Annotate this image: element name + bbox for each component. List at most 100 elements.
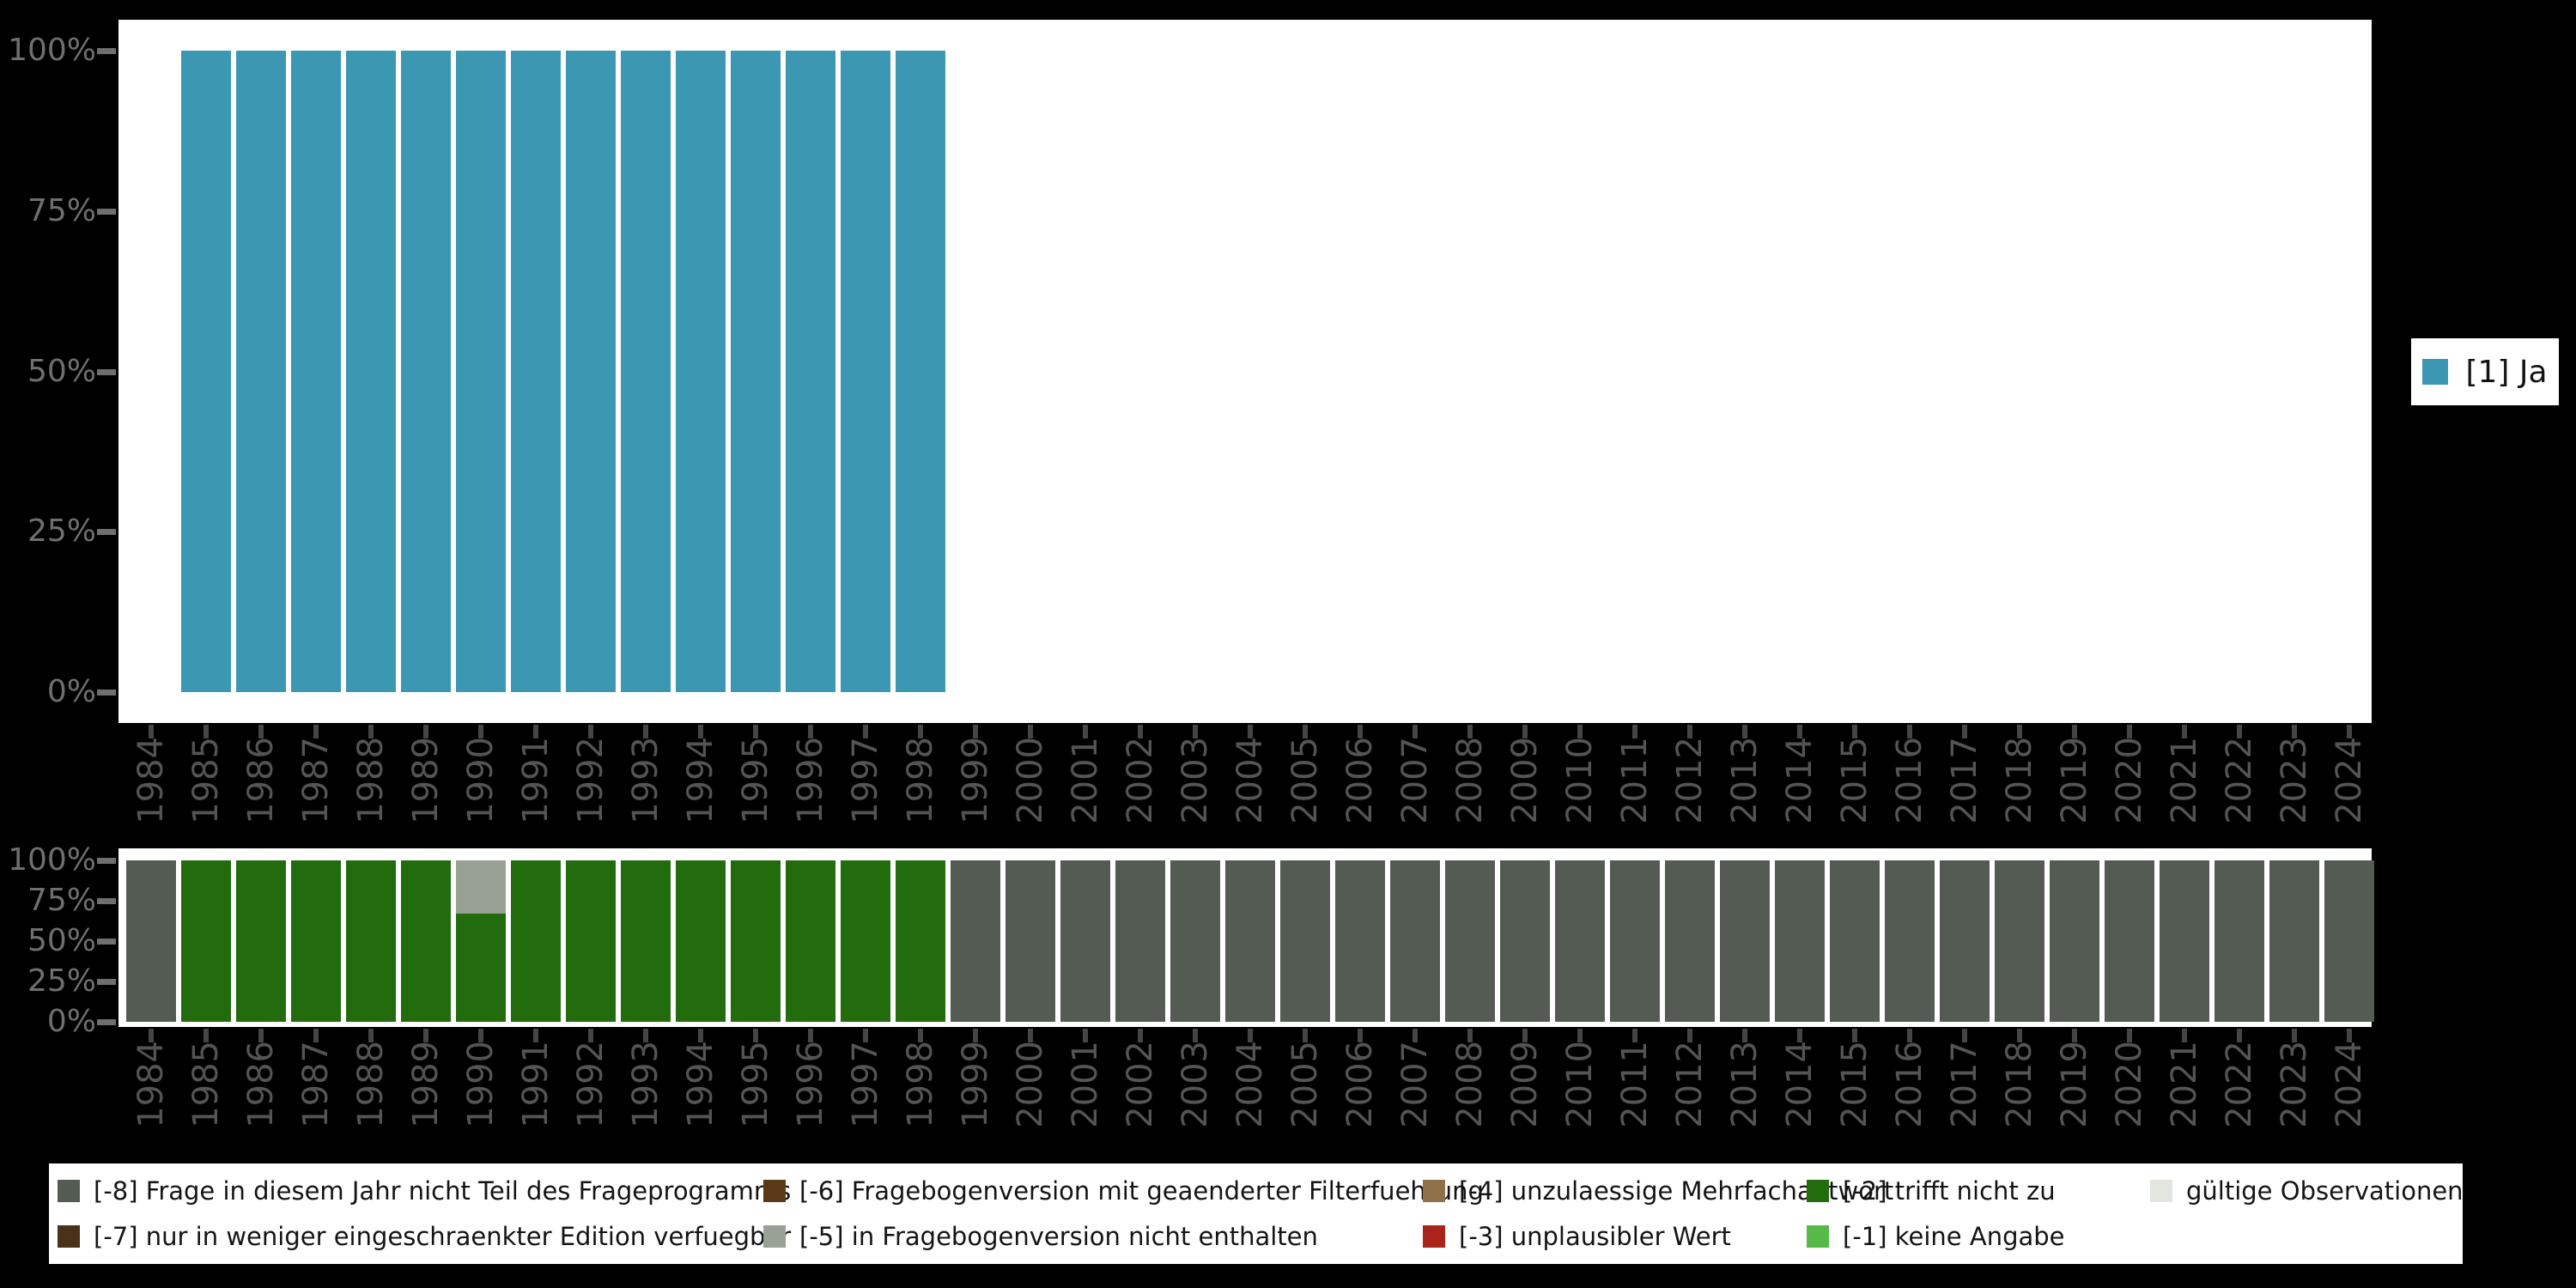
x-axis-label: 2002 (1121, 737, 1160, 824)
bar-segment (841, 860, 890, 1022)
x-axis-label: 2020 (2110, 1041, 2149, 1128)
x-axis-label: 1995 (736, 737, 775, 824)
x-axis-label: 1986 (241, 737, 281, 824)
x-axis-label: 2013 (1725, 737, 1765, 824)
y-axis-tick (97, 979, 116, 985)
x-axis-tick (1907, 725, 1912, 738)
frequency-legend: [1] Ja (2411, 338, 2559, 405)
x-axis-label: 2000 (1011, 737, 1050, 824)
y-axis-tick (97, 858, 116, 864)
x-axis-tick (1248, 1029, 1253, 1042)
x-axis-tick (1687, 1029, 1692, 1042)
bar-segment (566, 51, 616, 692)
bar-segment (786, 860, 835, 1022)
x-axis-tick (149, 1029, 154, 1042)
y-axis-tick (97, 690, 116, 696)
y-axis-tick (97, 939, 116, 945)
x-axis-tick (698, 1029, 703, 1042)
x-axis-tick (1303, 1029, 1308, 1042)
x-axis-tick (204, 1029, 209, 1042)
x-axis-tick (1028, 725, 1033, 738)
x-axis-label: 1987 (296, 1041, 336, 1128)
bar-segment (181, 51, 231, 692)
x-axis-label: 2005 (1285, 737, 1325, 824)
bar-segment (1830, 860, 1880, 1022)
legend-item: [-1] keine Angabe (1807, 1222, 2150, 1251)
x-axis-tick (2292, 725, 2297, 738)
x-axis-label: 2024 (2330, 737, 2369, 824)
y-axis-label: 50% (27, 353, 96, 389)
x-axis-label: 2005 (1285, 1041, 1325, 1128)
legend-item-label: [-2] trifft nicht zu (1843, 1176, 2056, 1206)
x-axis-tick (2237, 725, 2242, 738)
x-axis-label: 1999 (956, 737, 995, 824)
bar-segment (456, 914, 506, 1022)
legend-item-label: [-7] nur in weniger eingeschraenkter Edi… (94, 1221, 792, 1251)
x-axis-tick (1467, 1029, 1473, 1042)
x-axis-label: 2009 (1505, 1041, 1545, 1128)
x-axis-tick (204, 725, 209, 738)
x-axis-tick (643, 1029, 648, 1042)
x-axis-label: 1993 (626, 737, 665, 824)
legend-swatch (1807, 1180, 1829, 1203)
bar-segment (456, 51, 506, 692)
x-axis-label: 1994 (681, 1041, 720, 1128)
x-axis-tick (2292, 1029, 2297, 1042)
x-axis-label: 1996 (791, 737, 830, 824)
x-axis-label: 1993 (626, 1041, 665, 1128)
bar-segment (896, 860, 945, 1022)
x-axis-label: 1995 (736, 1041, 775, 1128)
x-axis-label: 2013 (1725, 1041, 1765, 1128)
bar-segment (1280, 860, 1330, 1022)
x-axis-tick (258, 1029, 264, 1042)
x-axis-label: 1992 (571, 737, 611, 824)
bar-segment (1225, 860, 1275, 1022)
x-axis-tick (149, 725, 154, 738)
bar-segment (1995, 860, 2044, 1022)
legend-item-label: gültige Observationen (2186, 1176, 2464, 1206)
x-axis-label: 2009 (1505, 737, 1545, 824)
bar-segment (1775, 860, 1825, 1022)
x-axis-tick (2127, 1029, 2132, 1042)
x-axis-tick (753, 725, 758, 738)
x-axis-tick (2072, 1029, 2077, 1042)
x-axis-tick (533, 725, 538, 738)
y-axis-tick (97, 368, 116, 375)
bar-segment (1445, 860, 1495, 1022)
legend-item-label: [-1] keine Angabe (1843, 1221, 2065, 1251)
x-axis-label: 1997 (846, 737, 885, 824)
x-axis-label: 1989 (406, 737, 446, 824)
x-axis-label: 1986 (241, 1041, 281, 1128)
x-axis-tick (2182, 1029, 2187, 1042)
x-axis-tick (2182, 725, 2187, 738)
x-axis-label: 2024 (2330, 1041, 2369, 1128)
x-axis-label: 2018 (2000, 1041, 2039, 1128)
bar-segment (2050, 860, 2099, 1022)
bar-segment (676, 860, 726, 1022)
x-axis-tick (2347, 1029, 2352, 1042)
bar-segment (126, 860, 176, 1022)
x-axis-label: 2007 (1395, 1041, 1435, 1128)
x-axis-label: 2012 (1670, 1041, 1710, 1128)
x-axis-label: 1990 (461, 1041, 501, 1128)
x-axis-tick (1632, 1029, 1637, 1042)
x-axis-label: 1998 (901, 1041, 940, 1128)
x-axis-tick (1852, 725, 1857, 738)
x-axis-tick (423, 1029, 428, 1042)
x-axis-tick (863, 725, 868, 738)
legend-swatch (1423, 1224, 1445, 1248)
x-axis-label: 2011 (1615, 737, 1655, 824)
y-axis-tick (97, 1019, 116, 1025)
x-axis-label: 2001 (1066, 1041, 1105, 1128)
bar-segment (346, 51, 396, 692)
bar-segment (401, 860, 451, 1022)
x-axis-tick (1522, 1029, 1528, 1042)
legend-item: [-8] Frage in diesem Jahr nicht Teil des… (58, 1176, 791, 1206)
x-axis-label: 2023 (2275, 737, 2314, 824)
bar-segment (1665, 860, 1715, 1022)
legend-item-label: [-8] Frage in diesem Jahr nicht Teil des… (94, 1176, 792, 1206)
legend-swatch (1807, 1224, 1829, 1248)
bar-segment (2215, 860, 2264, 1022)
x-axis-tick (2017, 1029, 2022, 1042)
x-axis-label: 2004 (1230, 1041, 1270, 1128)
